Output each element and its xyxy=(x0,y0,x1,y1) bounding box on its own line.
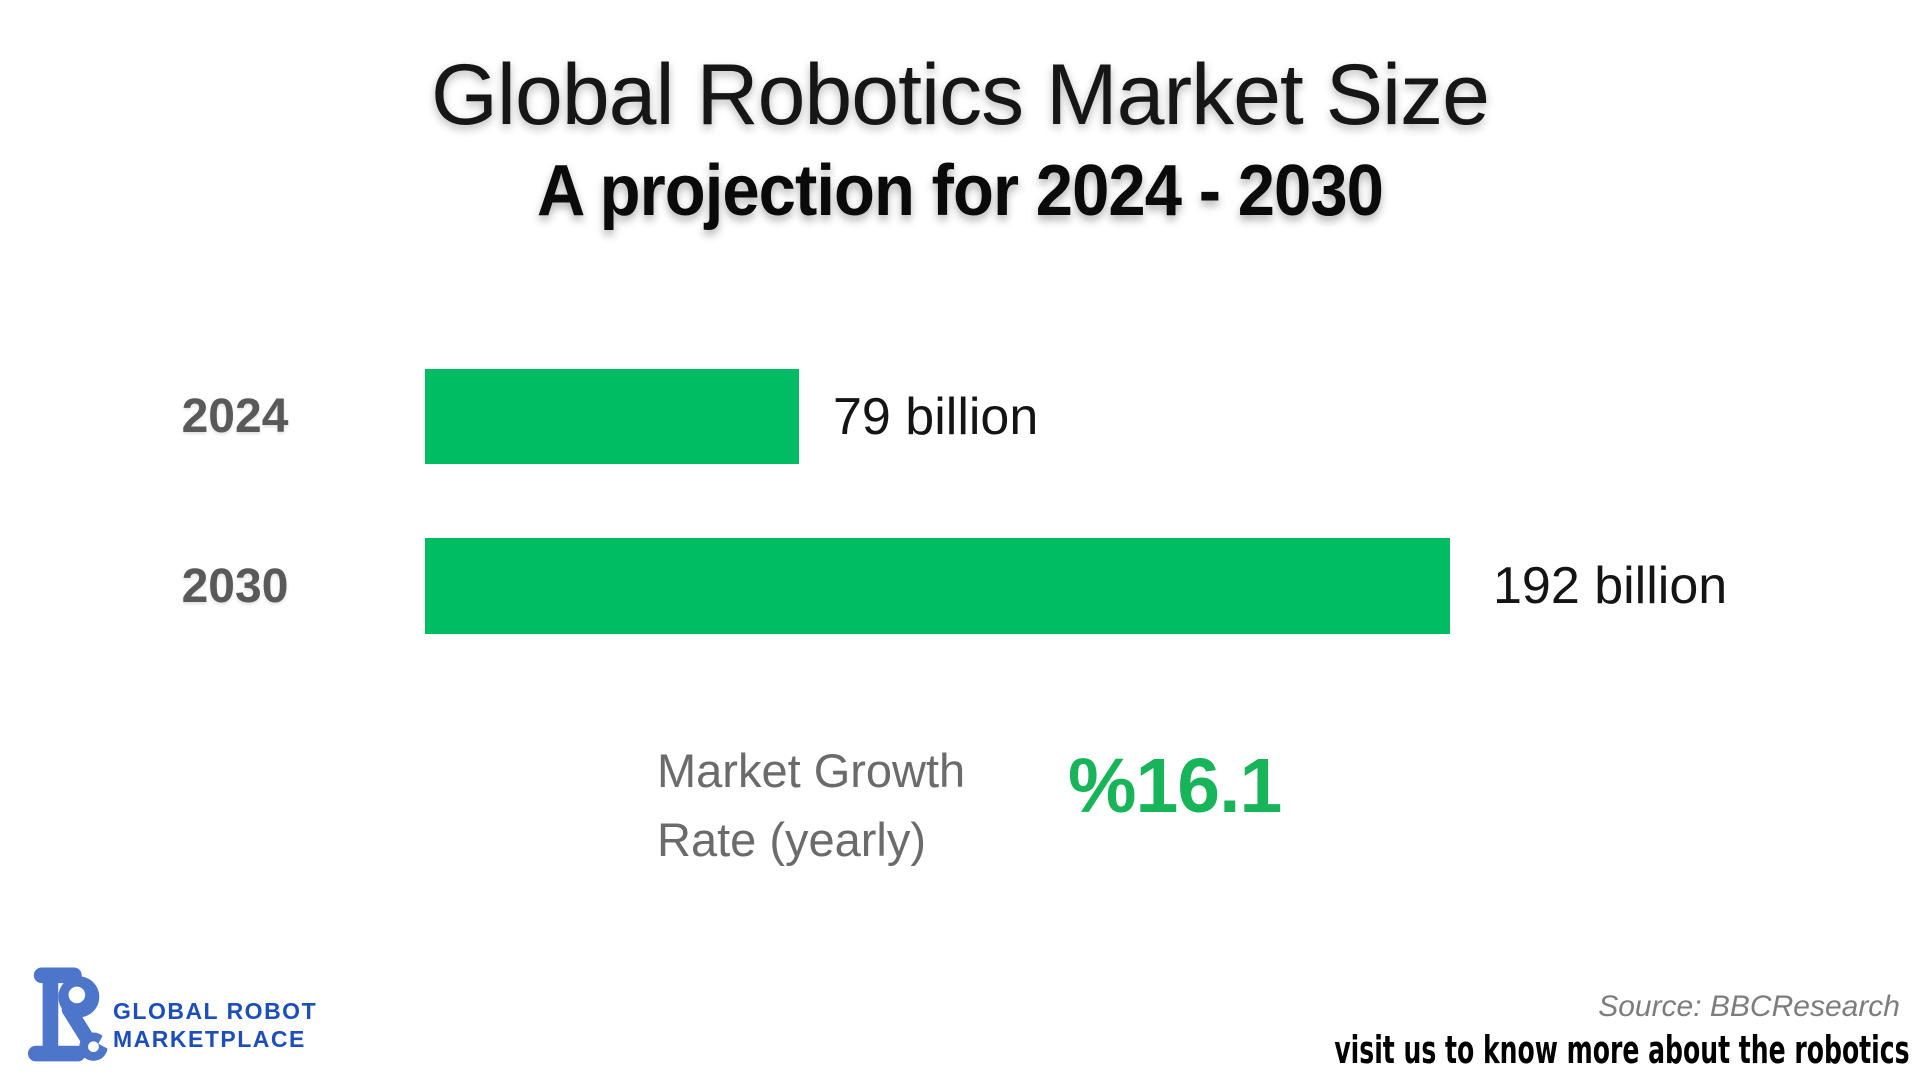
page-subtitle: A projection for 2024 - 2030 xyxy=(537,151,1384,231)
logo-wordmark-line2: MARKETPLACE xyxy=(113,1025,306,1052)
category-label-2024: 2024 xyxy=(181,390,289,443)
source-credit: Source: BBCResearch xyxy=(1598,990,1900,1023)
robot-letter-r-icon xyxy=(26,960,117,1069)
footer-tagline: visit us to know more about the robotics xyxy=(1334,1028,1910,1072)
value-label-2024: 79 billion xyxy=(833,387,1039,446)
growth-rate-value: %16.1 xyxy=(1068,743,1282,829)
category-label-2030: 2030 xyxy=(181,559,289,613)
growth-rate-label-line2: Rate (yearly) xyxy=(657,813,927,866)
bar-2030 xyxy=(425,538,1450,634)
growth-rate-label-line1: Market Growth xyxy=(657,744,966,797)
growth-rate-label: Market Growth Rate (yearly) xyxy=(657,736,965,874)
value-label-2030: 192 billion xyxy=(1493,557,1728,615)
page-title: Global Robotics Market Size xyxy=(431,47,1490,143)
logo-wordmark-line1: GLOBAL ROBOT xyxy=(113,998,318,1024)
bar-2024 xyxy=(425,369,799,464)
logo-wordmark: GLOBAL ROBOT MARKETPLACE xyxy=(113,998,317,1053)
